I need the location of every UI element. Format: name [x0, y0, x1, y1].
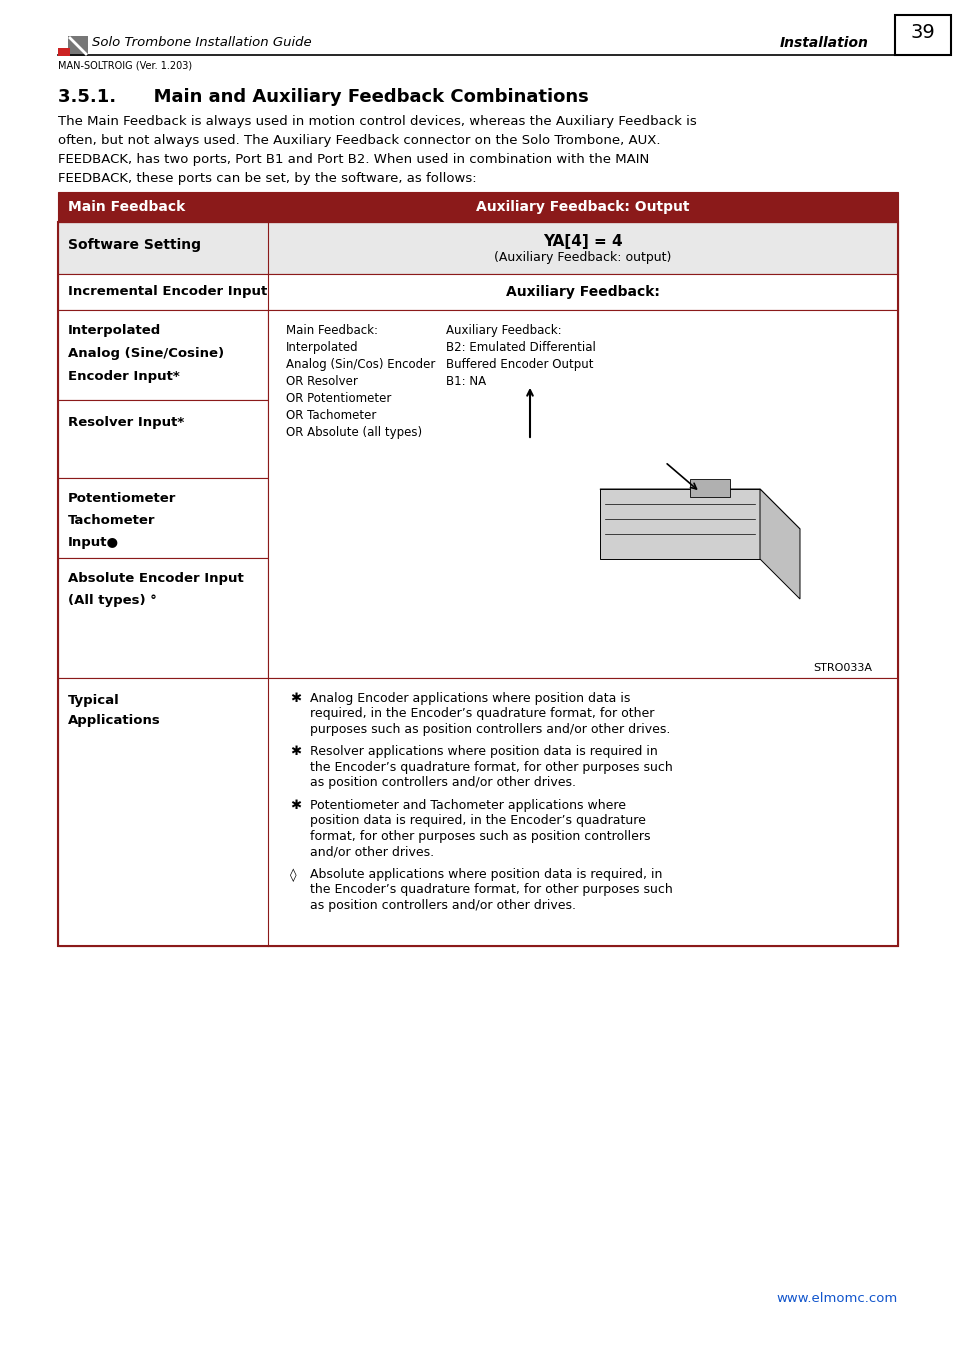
Text: OR Tachometer: OR Tachometer [286, 409, 376, 423]
Text: Analog (Sine/Cosine): Analog (Sine/Cosine) [68, 347, 224, 360]
Text: as position controllers and/or other drives.: as position controllers and/or other dri… [310, 899, 576, 913]
Text: Applications: Applications [68, 714, 161, 728]
Text: Installation: Installation [780, 36, 868, 50]
Text: FEEDBACK, has two ports, Port B1 and Port B2. When used in combination with the : FEEDBACK, has two ports, Port B1 and Por… [58, 153, 649, 166]
Text: Potentiometer: Potentiometer [68, 491, 176, 505]
Polygon shape [760, 489, 800, 599]
Text: FEEDBACK, these ports can be set, by the software, as follows:: FEEDBACK, these ports can be set, by the… [58, 171, 476, 185]
Bar [68, 36, 88, 55]
Text: B1: NA: B1: NA [446, 375, 486, 387]
Text: (Auxiliary Feedback: output): (Auxiliary Feedback: output) [494, 251, 671, 265]
Text: Auxiliary Feedback:: Auxiliary Feedback: [446, 324, 561, 338]
Bar [58, 678, 897, 946]
Text: www.elmomc.com: www.elmomc.com [776, 1292, 897, 1305]
Text: Interpolated: Interpolated [286, 342, 358, 354]
Text: YA[4] = 4: YA[4] = 4 [542, 234, 622, 248]
Text: OR Resolver: OR Resolver [286, 375, 357, 387]
Text: Potentiometer and Tachometer applications where: Potentiometer and Tachometer application… [310, 799, 625, 811]
Text: The Main Feedback is always used in motion control devices, whereas the Auxiliar: The Main Feedback is always used in moti… [58, 115, 696, 128]
Text: ◊: ◊ [290, 868, 296, 882]
Text: B2: Emulated Differential: B2: Emulated Differential [446, 342, 596, 354]
Text: Tachometer: Tachometer [68, 514, 155, 526]
Text: ✱: ✱ [290, 745, 301, 759]
Text: ✱: ✱ [290, 799, 301, 811]
Text: STRO033A: STRO033A [812, 663, 871, 674]
Text: Auxiliary Feedback: Output: Auxiliary Feedback: Output [476, 200, 689, 215]
Bar [894, 15, 950, 55]
Text: (All types) °: (All types) ° [68, 594, 156, 608]
Text: Incremental Encoder Input: Incremental Encoder Input [68, 285, 267, 298]
Text: required, in the Encoder’s quadrature format, for other: required, in the Encoder’s quadrature fo… [310, 707, 654, 721]
Polygon shape [599, 489, 800, 529]
Bar [58, 221, 897, 946]
Text: 3.5.1.      Main and Auxiliary Feedback Combinations: 3.5.1. Main and Auxiliary Feedback Combi… [58, 88, 588, 107]
Bar [58, 558, 268, 678]
Text: Analog Encoder applications where position data is: Analog Encoder applications where positi… [310, 693, 630, 705]
Text: Encoder Input*: Encoder Input* [68, 370, 179, 383]
Text: Analog (Sin/Cos) Encoder: Analog (Sin/Cos) Encoder [286, 358, 435, 371]
Bar [689, 479, 729, 497]
Text: Main Feedback:: Main Feedback: [286, 324, 377, 338]
Text: Absolute Encoder Input: Absolute Encoder Input [68, 572, 244, 585]
Text: the Encoder’s quadrature format, for other purposes such: the Encoder’s quadrature format, for oth… [310, 761, 672, 774]
Text: Auxiliary Feedback:: Auxiliary Feedback: [505, 285, 659, 298]
Text: Resolver Input*: Resolver Input* [68, 416, 184, 429]
Text: format, for other purposes such as position controllers: format, for other purposes such as posit… [310, 830, 650, 842]
Polygon shape [599, 489, 760, 559]
Text: Input●: Input● [68, 536, 119, 549]
Bar [268, 310, 897, 678]
Text: the Encoder’s quadrature format, for other purposes such: the Encoder’s quadrature format, for oth… [310, 883, 672, 896]
Text: purposes such as position controllers and/or other drives.: purposes such as position controllers an… [310, 724, 670, 736]
Bar [58, 49, 70, 55]
Bar [58, 192, 897, 221]
Bar [58, 478, 268, 558]
Bar [58, 221, 897, 274]
Text: Main Feedback: Main Feedback [68, 200, 185, 215]
Text: OR Potentiometer: OR Potentiometer [286, 392, 391, 405]
Text: Solo Trombone Installation Guide: Solo Trombone Installation Guide [91, 36, 312, 49]
Text: 39: 39 [910, 23, 934, 42]
Text: often, but not always used. The Auxiliary Feedback connector on the Solo Trombon: often, but not always used. The Auxiliar… [58, 134, 659, 147]
Text: and/or other drives.: and/or other drives. [310, 845, 434, 859]
Text: Typical: Typical [68, 694, 120, 707]
Text: MAN-SOLTROIG (Ver. 1.203): MAN-SOLTROIG (Ver. 1.203) [58, 61, 192, 72]
Text: as position controllers and/or other drives.: as position controllers and/or other dri… [310, 776, 576, 790]
Text: Buffered Encoder Output: Buffered Encoder Output [446, 358, 593, 371]
Text: ✱: ✱ [290, 693, 301, 705]
Text: OR Absolute (all types): OR Absolute (all types) [286, 427, 421, 439]
Text: Resolver applications where position data is required in: Resolver applications where position dat… [310, 745, 657, 759]
Bar [58, 400, 268, 478]
Text: Interpolated: Interpolated [68, 324, 161, 338]
Bar [58, 310, 268, 400]
Text: Software Setting: Software Setting [68, 238, 201, 252]
Text: position data is required, in the Encoder’s quadrature: position data is required, in the Encode… [310, 814, 645, 828]
Text: Absolute applications where position data is required, in: Absolute applications where position dat… [310, 868, 661, 882]
Bar [58, 274, 897, 310]
